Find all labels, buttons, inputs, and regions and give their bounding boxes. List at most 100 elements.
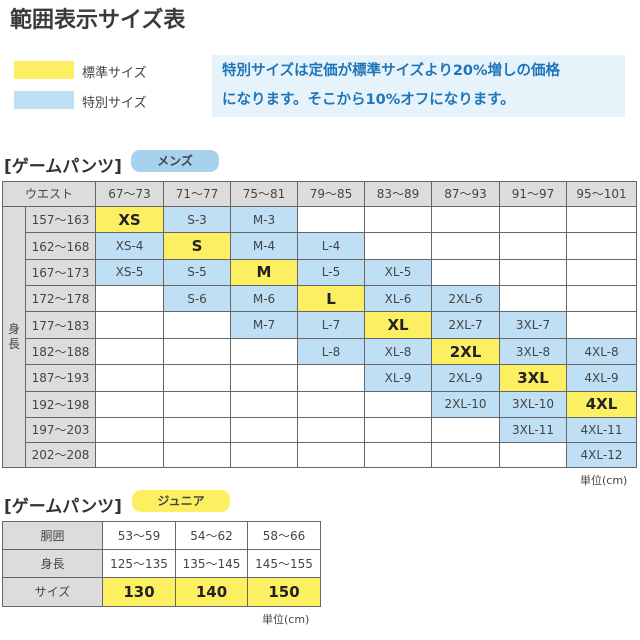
junior-height-row: 身長 125〜135 135〜145 145〜155	[2, 548, 321, 578]
special-size-cell: L-4	[297, 232, 366, 260]
empty-cell	[297, 205, 366, 234]
empty-cell	[163, 416, 232, 443]
empty-cell	[499, 205, 568, 234]
junior-waist-header: 胴囲	[2, 521, 103, 550]
empty-cell	[364, 441, 433, 469]
junior-waist-row: 胴囲 53〜59 54〜62 58〜66	[2, 521, 321, 550]
waist-header: 79〜85	[297, 181, 366, 207]
junior-size-cell: 140	[175, 576, 248, 608]
standard-size-cell: 3XL	[499, 364, 568, 392]
empty-cell	[95, 416, 165, 443]
special-size-cell: M-7	[230, 311, 299, 339]
mens-height-row: 167〜173 XS-5 S-5 M L-5 XL-5	[3, 258, 638, 287]
mens-section-heading: [ゲームパンツ]	[4, 157, 122, 177]
empty-cell	[230, 364, 299, 392]
empty-cell	[297, 364, 366, 392]
special-size-cell: 3XL-8	[499, 337, 568, 366]
standard-size-cell: XS	[95, 205, 165, 234]
empty-cell	[364, 390, 433, 418]
standard-size-cell: M	[230, 258, 299, 287]
mens-height-row: 192〜198 2XL-10 3XL-10 4XL	[3, 390, 638, 418]
empty-cell	[163, 364, 232, 392]
special-size-cell: 3XL-10	[499, 390, 568, 418]
special-size-cell: XL-8	[364, 337, 433, 366]
price-notice: 特別サイズは定価が標準サイズより20%増しの価格 になります。そこから10%オフ…	[212, 55, 625, 117]
height-header: 172〜178	[24, 285, 97, 313]
special-size-label: 特別サイズ	[82, 96, 147, 111]
junior-size-header: サイズ	[2, 576, 103, 608]
empty-cell	[95, 364, 165, 392]
empty-cell	[364, 232, 433, 260]
special-size-cell: M-3	[230, 205, 299, 234]
mens-height-row: 202〜208 4XL-12	[3, 441, 638, 469]
waist-header: 67〜73	[95, 181, 165, 207]
empty-cell	[163, 441, 232, 469]
height-side-label-char: 長	[7, 336, 20, 351]
height-header: 162〜168	[24, 232, 97, 260]
empty-cell	[95, 390, 165, 418]
empty-cell	[297, 416, 366, 443]
empty-cell	[566, 285, 638, 313]
special-size-cell: M-6	[230, 285, 299, 313]
empty-cell	[95, 441, 165, 469]
empty-cell	[364, 205, 433, 234]
empty-cell	[230, 337, 299, 366]
waist-header: 75〜81	[230, 181, 299, 207]
junior-size-cell: 130	[102, 576, 176, 608]
page-title: 範囲表示サイズ表	[10, 8, 186, 33]
empty-cell	[499, 232, 568, 260]
empty-cell	[230, 441, 299, 469]
mens-height-row: 身長 157〜163 XS S-3 M-3	[2, 205, 638, 469]
special-size-cell: XL-6	[364, 285, 433, 313]
standard-size-cell: XL	[364, 311, 433, 339]
empty-cell	[431, 441, 501, 469]
special-size-cell: XL-5	[364, 258, 433, 287]
mens-badge: メンズ	[131, 150, 219, 172]
special-size-cell: 2XL-9	[431, 364, 501, 392]
price-notice-line-2: になります。そこから10%オフになります。	[222, 92, 515, 108]
empty-cell	[499, 285, 568, 313]
special-size-cell: XS-5	[95, 258, 165, 287]
mens-height-row: 172〜178 S-6 M-6 L XL-6 2XL-6	[3, 285, 638, 313]
mens-waist-header-row: ウエスト 67〜73 71〜77 75〜81 79〜85 83〜89 87〜93 91〜97 9…	[1, 181, 638, 207]
empty-cell	[566, 205, 638, 234]
empty-cell	[95, 311, 165, 339]
special-size-cell: 4XL-12	[566, 441, 638, 469]
empty-cell	[431, 416, 501, 443]
empty-cell	[431, 258, 501, 287]
special-size-cell: S-3	[163, 205, 232, 234]
junior-waist-cell: 58〜66	[247, 521, 321, 550]
special-size-cell: M-4	[230, 232, 299, 260]
special-size-cell: L-7	[297, 311, 366, 339]
height-header: 167〜173	[24, 258, 97, 287]
waist-header: 91〜97	[499, 181, 568, 207]
empty-cell	[95, 285, 165, 313]
price-notice-line-1: 特別サイズは定価が標準サイズより20%増しの価格	[222, 63, 561, 79]
standard-size-label: 標準サイズ	[82, 66, 147, 81]
empty-cell	[163, 311, 232, 339]
empty-cell	[163, 390, 232, 418]
junior-height-cell: 145〜155	[247, 548, 321, 578]
empty-cell	[163, 337, 232, 366]
special-size-cell: 4XL-8	[566, 337, 638, 366]
special-size-swatch	[14, 91, 74, 109]
special-size-cell: 3XL-7	[499, 311, 568, 339]
special-size-cell: L-5	[297, 258, 366, 287]
empty-cell	[230, 416, 299, 443]
empty-cell	[364, 416, 433, 443]
mens-height-row: 197〜203 3XL-11 4XL-11	[3, 416, 638, 443]
junior-size-table: 胴囲 53〜59 54〜62 58〜66 身長 125〜135 135〜145 …	[2, 521, 321, 608]
special-size-cell: 3XL-11	[499, 416, 568, 443]
height-header: 197〜203	[24, 416, 97, 443]
height-header: 192〜198	[24, 390, 97, 418]
waist-header: 95〜101	[566, 181, 638, 207]
height-header: 177〜183	[24, 311, 97, 339]
standard-size-cell: 4XL	[566, 390, 638, 418]
mens-height-row: 182〜188 L-8 XL-8 2XL 3XL-8 4XL-8	[3, 337, 638, 366]
special-size-cell: L-8	[297, 337, 366, 366]
height-header: 187〜193	[24, 364, 97, 392]
waist-header: 87〜93	[431, 181, 501, 207]
mens-size-table: ウエスト 67〜73 71〜77 75〜81 79〜85 83〜89 87〜93 91〜97 9…	[1, 181, 638, 469]
empty-cell	[566, 311, 638, 339]
special-size-cell: S-6	[163, 285, 232, 313]
